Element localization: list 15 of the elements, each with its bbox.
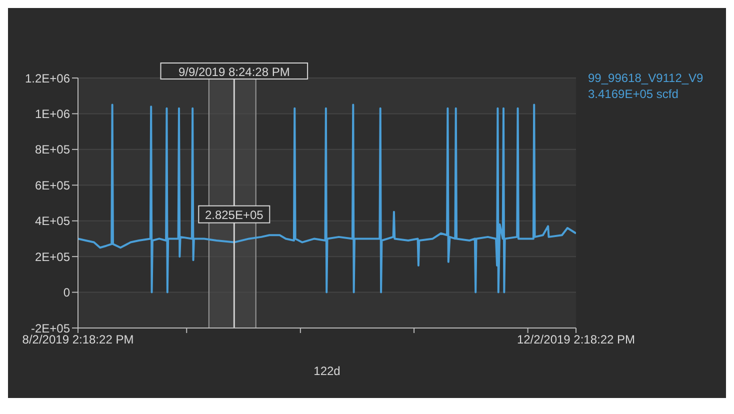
y-tick-label: 1.2E+06 <box>24 71 70 86</box>
text: 122d <box>312 364 342 378</box>
annotation: 2.825E+05 <box>204 208 264 222</box>
text: 99_99618_V9112_V9 <box>588 70 704 86</box>
y-tick-label: 1E+06 <box>34 106 70 121</box>
y-tick-label: 6E+05 <box>34 178 70 192</box>
ref-line-label: 9/9/2019 8:24:28 PM <box>178 65 290 79</box>
y-tick-label: 2E+05 <box>34 250 70 264</box>
text: 3.4169E+05 scfd <box>588 86 680 102</box>
y-tick-label: 0 <box>63 286 70 300</box>
y-tick-label: -2E+05 <box>30 321 70 336</box>
y-tick-label: 8E+05 <box>34 142 70 157</box>
x-tick-label: 12/2/2019 2:18:22 PM <box>516 332 636 347</box>
x-tick-label: 8/2/2019 2:18:22 PM <box>22 332 134 347</box>
y-tick-label: 4E+05 <box>34 214 70 228</box>
